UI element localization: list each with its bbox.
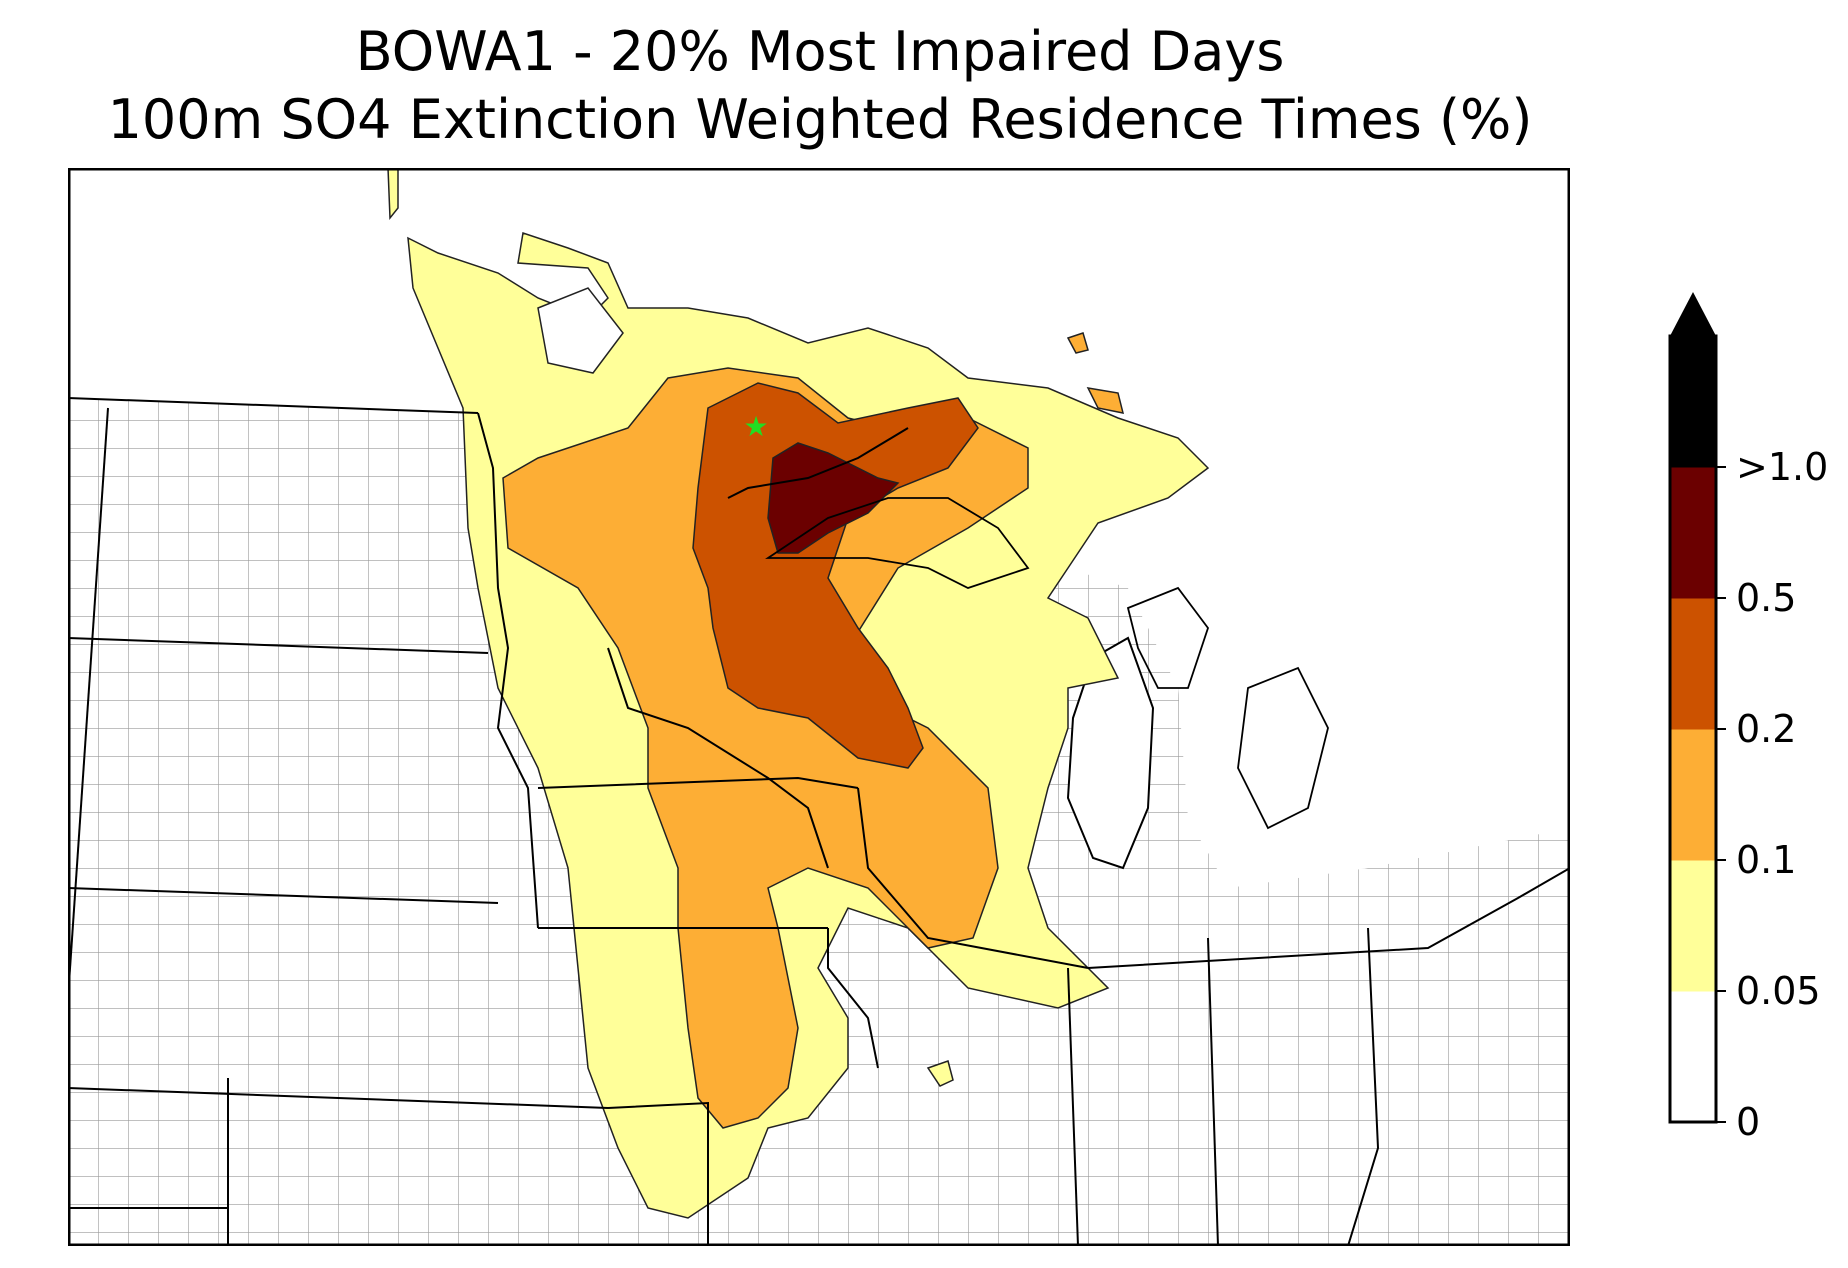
contour-0.05-patch-south — [926, 1060, 954, 1087]
colorbar-tick-label: 0.05 — [1736, 969, 1821, 1013]
contour-0.1-patch-east — [1086, 387, 1125, 414]
colorbar-band-2 — [1670, 729, 1716, 861]
lake-michigan — [1066, 636, 1155, 870]
map-frame — [68, 168, 1570, 1246]
chart-title-line1: BOWA1 - 20% Most Impaired Days — [355, 20, 1285, 83]
colorbar-band-3 — [1670, 598, 1716, 730]
colorbar-band-5 — [1670, 336, 1716, 468]
state-boundaries — [68, 397, 1570, 1246]
colorbar-tick-label: >1.0 — [1736, 445, 1828, 489]
colorbar-tick-label: 0.1 — [1736, 838, 1796, 882]
contour-0.2 — [692, 382, 979, 769]
colorbar-tick-label: 0 — [1736, 1100, 1760, 1144]
colorbar-tick-label: 0.5 — [1736, 576, 1796, 620]
colorbar-band-4 — [1670, 467, 1716, 599]
colorbar-extend-arrow — [1670, 292, 1716, 336]
green-star-icon: ★ — [743, 410, 768, 443]
contour-0.5 — [767, 442, 900, 554]
contour-0.05-north — [387, 168, 399, 221]
contour-hole — [537, 287, 624, 374]
colorbar-frame — [1668, 334, 1718, 1124]
colorbar-band-1 — [1670, 860, 1716, 992]
colorbar-band-0 — [1670, 991, 1716, 1123]
chart-title-line2: 100m SO4 Extinction Weighted Residence T… — [107, 88, 1533, 151]
colorbar-tick-label: 0.2 — [1736, 707, 1796, 751]
contour-0.1-patch-north — [1066, 332, 1089, 354]
colorbar: 0 0.05 0.1 0.2 0.5 >1.0 — [1668, 292, 1828, 1144]
map-panel: ★ — [68, 168, 1570, 1246]
contour-0.1 — [502, 367, 1029, 1129]
lake-outlines — [765, 497, 1329, 830]
